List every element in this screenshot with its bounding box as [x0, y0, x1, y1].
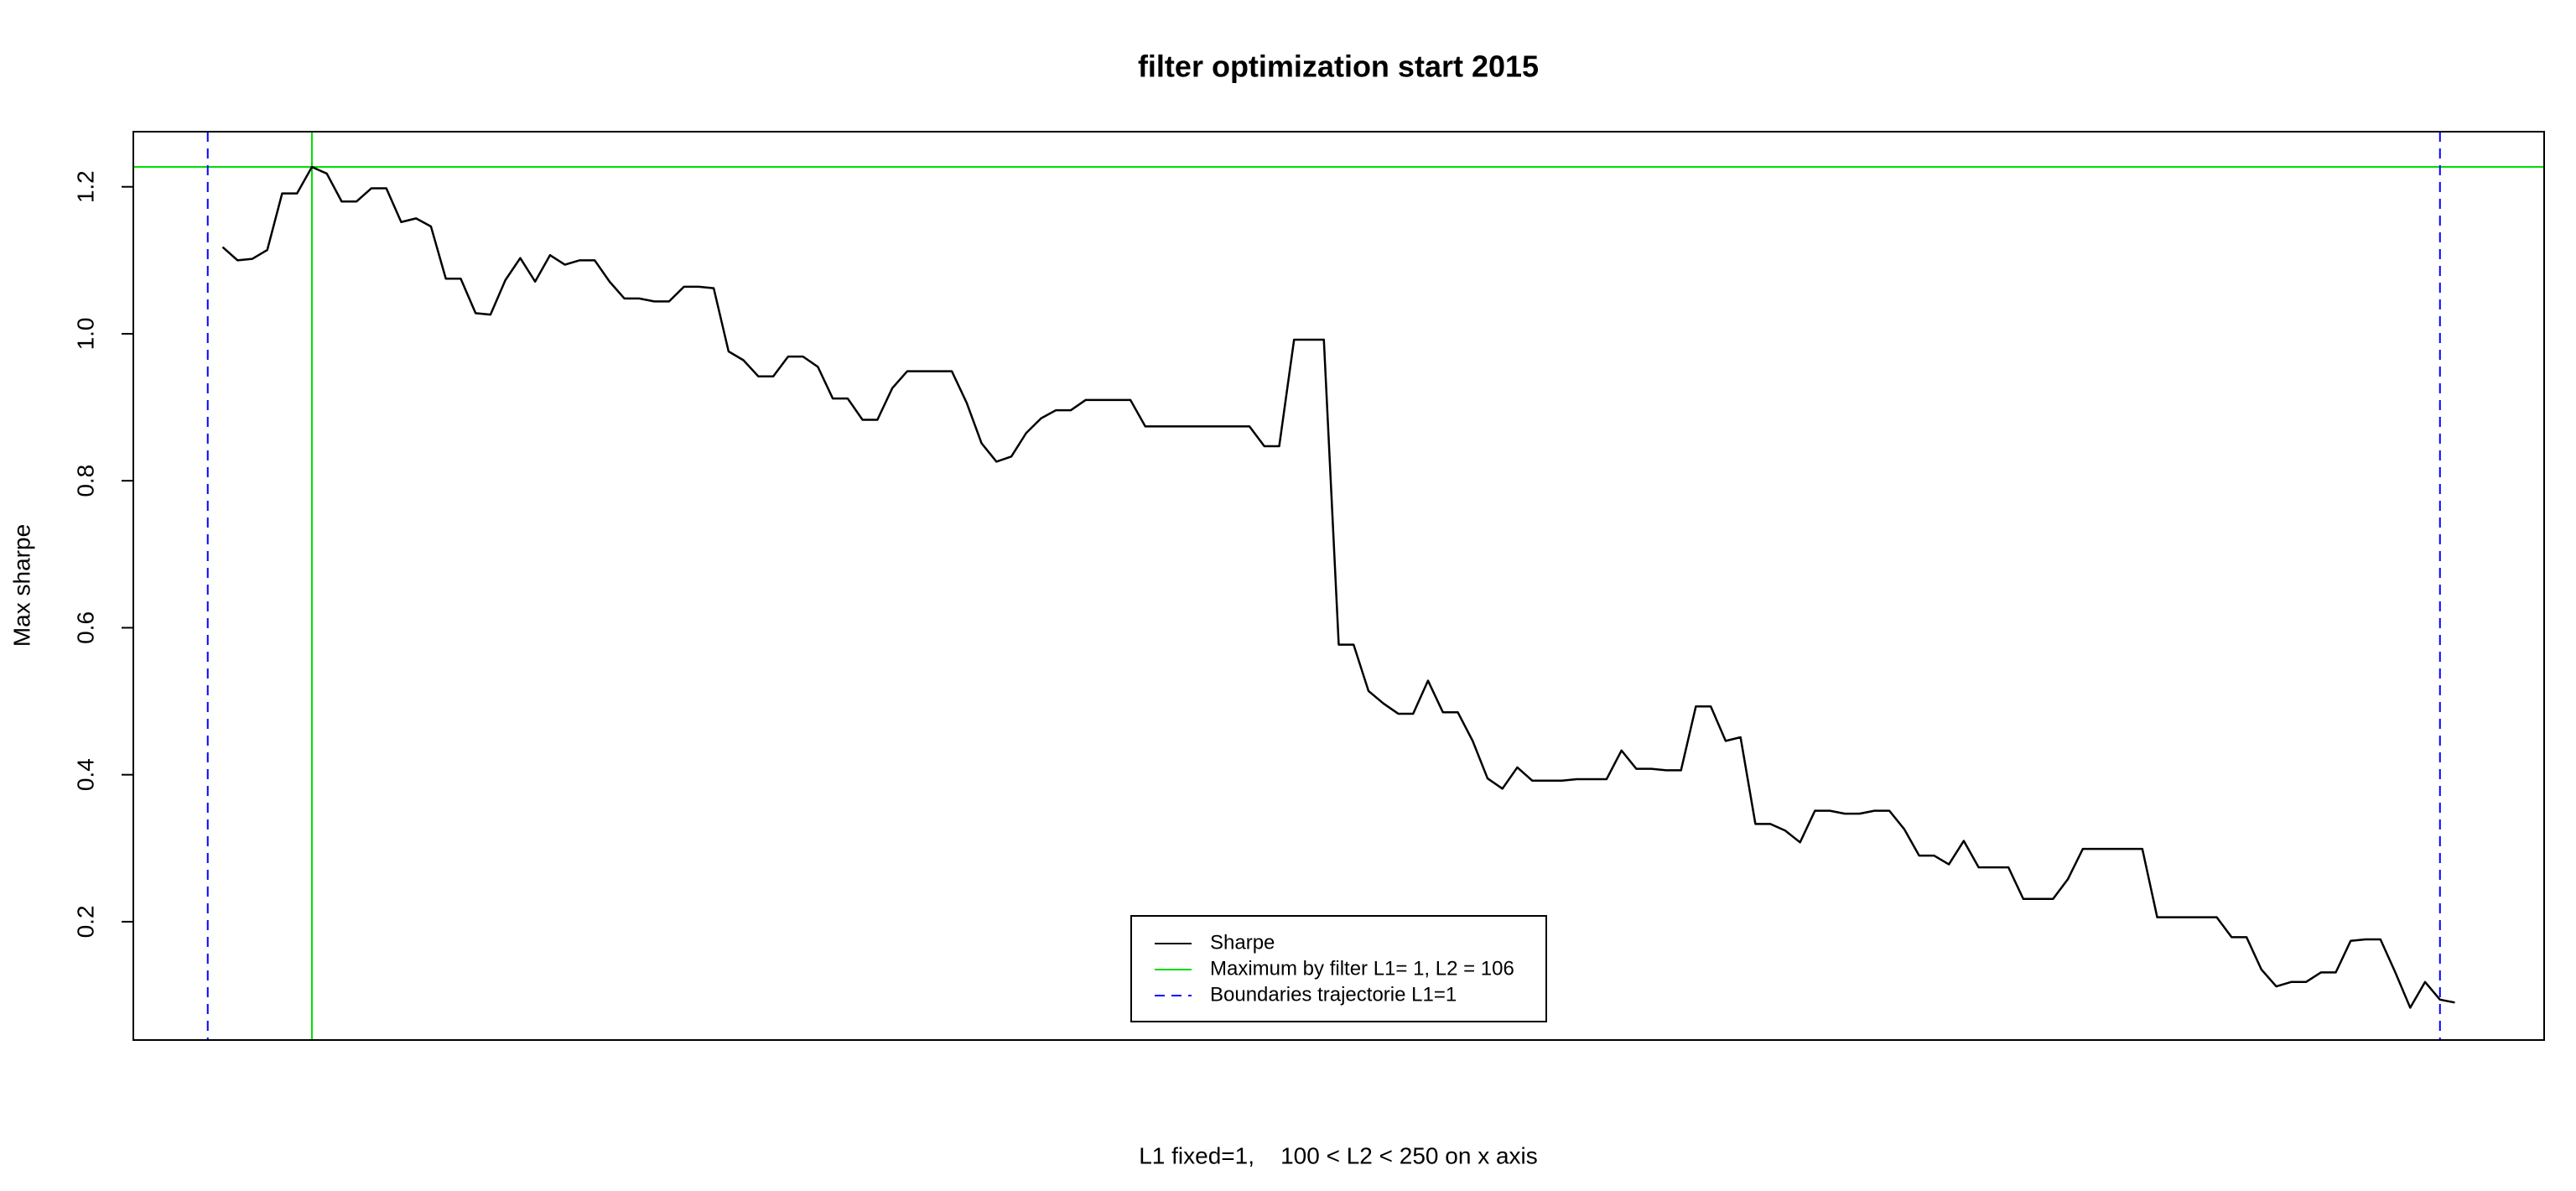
- y-tick-label: 0.8: [72, 465, 98, 497]
- chart-title: filter optimization start 2015: [1138, 49, 1539, 84]
- legend-label: Sharpe: [1210, 931, 1275, 954]
- y-tick-label: 1.2: [72, 170, 98, 203]
- legend-label: Maximum by filter L1= 1, L2 = 106: [1210, 957, 1514, 980]
- y-tick-label: 1.0: [72, 317, 98, 350]
- legend-label: Boundaries trajectorie L1=1: [1210, 983, 1457, 1006]
- legend-box: [1130, 915, 1547, 1022]
- data-line: [221, 165, 2455, 1009]
- y-tick-label: 0.6: [72, 611, 98, 644]
- plot-frame: [132, 131, 2545, 1041]
- y-tick-label: 0.2: [72, 905, 98, 938]
- y-axis-label: Max sharpe: [8, 524, 34, 647]
- x-axis-label: L1 fixed=1, 100 < L2 < 250 on x axis: [1139, 1142, 1538, 1168]
- y-tick-label: 0.4: [72, 758, 98, 791]
